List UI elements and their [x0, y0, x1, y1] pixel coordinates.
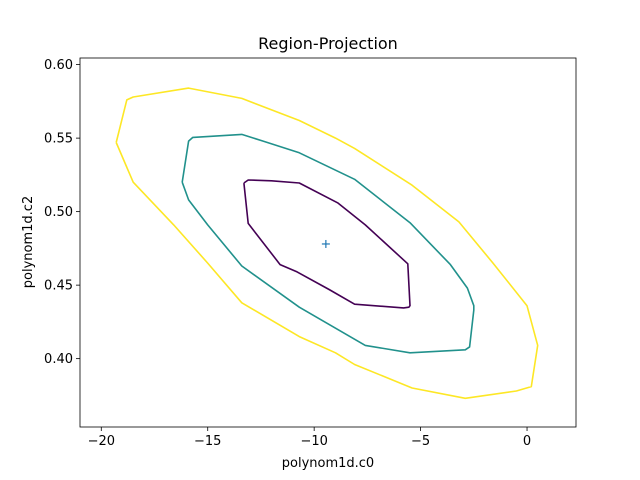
y-tick-label: 0.50 — [44, 205, 73, 220]
y-tick-label: 0.55 — [44, 132, 73, 147]
x-axis-label: polynom1d.c0 — [282, 456, 374, 471]
y-axis-label: polynom1d.c2 — [21, 196, 36, 288]
x-tick-label: −20 — [88, 434, 115, 449]
y-tick-label: 0.60 — [44, 58, 73, 73]
x-tick-label: −10 — [300, 434, 327, 449]
marker-layer — [321, 239, 330, 248]
y-tick-label: 0.40 — [44, 352, 73, 367]
contour-line-3 — [115, 87, 539, 400]
y-tick-label: 0.45 — [44, 279, 73, 294]
contour-layer — [115, 87, 539, 400]
chart-title: Region-Projection — [258, 34, 398, 53]
best-fit-marker — [321, 239, 330, 248]
axes-background — [80, 58, 576, 427]
y-axis: 0.40 0.45 0.50 0.55 0.60 — [44, 58, 80, 367]
x-tick-label: 0 — [523, 434, 531, 449]
x-tick-label: −5 — [411, 434, 430, 449]
axes-frame — [79, 57, 577, 428]
contour-line-2 — [181, 133, 475, 354]
x-axis: −20 −15 −10 −5 0 — [88, 427, 531, 449]
contour-line-1 — [243, 179, 411, 309]
x-tick-label: −15 — [194, 434, 221, 449]
